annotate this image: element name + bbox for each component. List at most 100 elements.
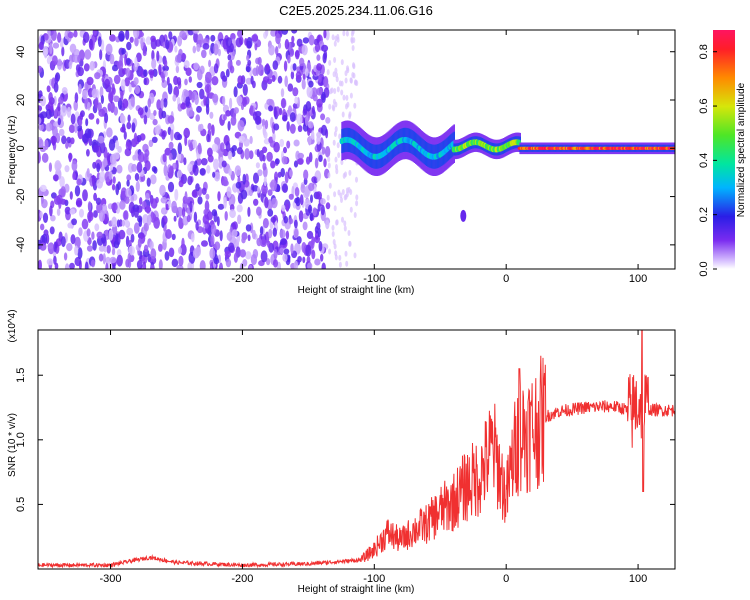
heatmap-cell: [64, 263, 70, 269]
heatmap-cell: [299, 57, 305, 67]
heatmap-cell: [225, 141, 231, 152]
heatmap-cell: [172, 94, 177, 102]
heatmap-cell: [329, 88, 333, 95]
heatmap-cell: [277, 171, 282, 178]
heatmap-cell: [171, 233, 176, 241]
heatmap-cell: [334, 156, 338, 163]
snr-multiplier: (x10^4): [7, 309, 18, 342]
heatmap-cell: [211, 124, 215, 136]
heatmap-cell: [316, 135, 321, 145]
heatmap-cell: [305, 115, 309, 127]
heatmap-cell: [205, 193, 210, 200]
heatmap-cell: [253, 172, 259, 184]
heatmap-cell: [460, 209, 467, 222]
heatmap-cell: [131, 163, 138, 172]
heatmap-cell: [298, 210, 304, 223]
heatmap-cell: [77, 247, 83, 260]
heatmap-cell: [282, 253, 288, 262]
heatmap-cell: [108, 170, 113, 180]
heatmap-cell: [217, 191, 221, 202]
heatmap-cell: [301, 242, 307, 253]
heatmap-cell: [115, 140, 119, 150]
heatmap-cell: [333, 57, 337, 63]
heatmap-cell: [348, 240, 352, 247]
heatmap-cell: [196, 157, 202, 166]
heatmap-cell: [119, 200, 126, 210]
heatmap-cell: [246, 54, 250, 61]
heatmap-cell: [294, 219, 298, 229]
heatmap-cell: [145, 192, 150, 201]
heatmap-cell: [297, 125, 303, 133]
heatmap-cell: [301, 44, 308, 56]
heatmap-cell: [54, 74, 59, 85]
heatmap-cell: [82, 89, 88, 100]
heatmap-cell: [328, 182, 332, 189]
snr-series-line: [38, 330, 675, 569]
heatmap-cell: [41, 152, 49, 163]
heatmap-cell: [327, 156, 331, 163]
heatmap-cell: [225, 68, 230, 78]
heatmap-cell: [350, 37, 354, 44]
heatmap-cell: [163, 98, 168, 108]
heatmap-cell: [262, 162, 267, 171]
heatmap-cell: [229, 97, 233, 110]
heatmap-cell: [187, 163, 193, 173]
heatmap-cell: [273, 259, 278, 268]
heatmap-cell: [311, 105, 315, 115]
heatmap-cell: [255, 65, 259, 77]
heatmap-cell: [342, 94, 346, 101]
heatmap-cell: [47, 101, 54, 111]
colorbar-label: Normalized spectral amplitude: [736, 82, 747, 217]
heatmap-cell: [158, 243, 163, 252]
heatmap-cell: [326, 194, 330, 201]
heatmap-cell: [191, 232, 195, 243]
heatmap-cell: [230, 33, 236, 41]
heatmap-cell: [207, 154, 214, 163]
heatmap-cell: [266, 151, 273, 162]
heatmap-cell: [255, 162, 260, 169]
heatmap-cell: [236, 147, 243, 155]
heatmap-cell: [353, 252, 357, 259]
heatmap-cell: [242, 173, 246, 185]
y-tick-label: 20: [15, 94, 27, 106]
x-tick-label: 0: [503, 273, 509, 285]
heatmap-cell: [340, 59, 344, 66]
heatmap-cell: [226, 186, 232, 198]
heatmap-cell: [254, 115, 261, 125]
heatmap-cell: [266, 258, 271, 266]
heatmap-cell: [99, 171, 106, 183]
heatmap-cell: [115, 233, 119, 245]
heatmap-cell: [270, 216, 277, 223]
heatmap-cell: [54, 262, 59, 269]
heatmap-cell: [311, 176, 317, 184]
heatmap-cell: [144, 149, 150, 158]
heatmap-cell: [106, 127, 113, 138]
heatmap-cell: [187, 175, 193, 186]
heatmap-cell: [220, 142, 225, 153]
heatmap-cell: [66, 106, 72, 118]
heatmap-cell: [38, 151, 41, 163]
heatmap-cell: [331, 34, 335, 41]
heatmap-cell: [312, 94, 318, 102]
heatmap-cell: [90, 259, 96, 268]
heatmap-cell: [67, 222, 73, 229]
heatmap-cell: [332, 139, 336, 146]
heatmap-cell: [224, 211, 228, 221]
heatmap-cell: [134, 173, 140, 181]
heatmap-cell: [150, 264, 155, 269]
heatmap-cell: [272, 132, 276, 142]
heatmap-cell: [92, 240, 97, 251]
heatmap-cell: [355, 200, 359, 207]
heatmap-cell: [191, 189, 198, 198]
heatmap-cell: [201, 187, 207, 195]
heatmap-cell: [328, 248, 332, 255]
heatmap-cell: [188, 142, 194, 152]
heatmap-cell: [340, 159, 344, 166]
heatmap-cell: [195, 221, 199, 231]
heatmap-cell: [116, 164, 123, 174]
heatmap-cell: [86, 228, 91, 237]
heatmap-cell: [165, 229, 172, 239]
heatmap-cell: [73, 30, 78, 38]
colorbar-tick-label: 0.0: [698, 261, 710, 276]
heatmap-cell: [127, 252, 131, 264]
